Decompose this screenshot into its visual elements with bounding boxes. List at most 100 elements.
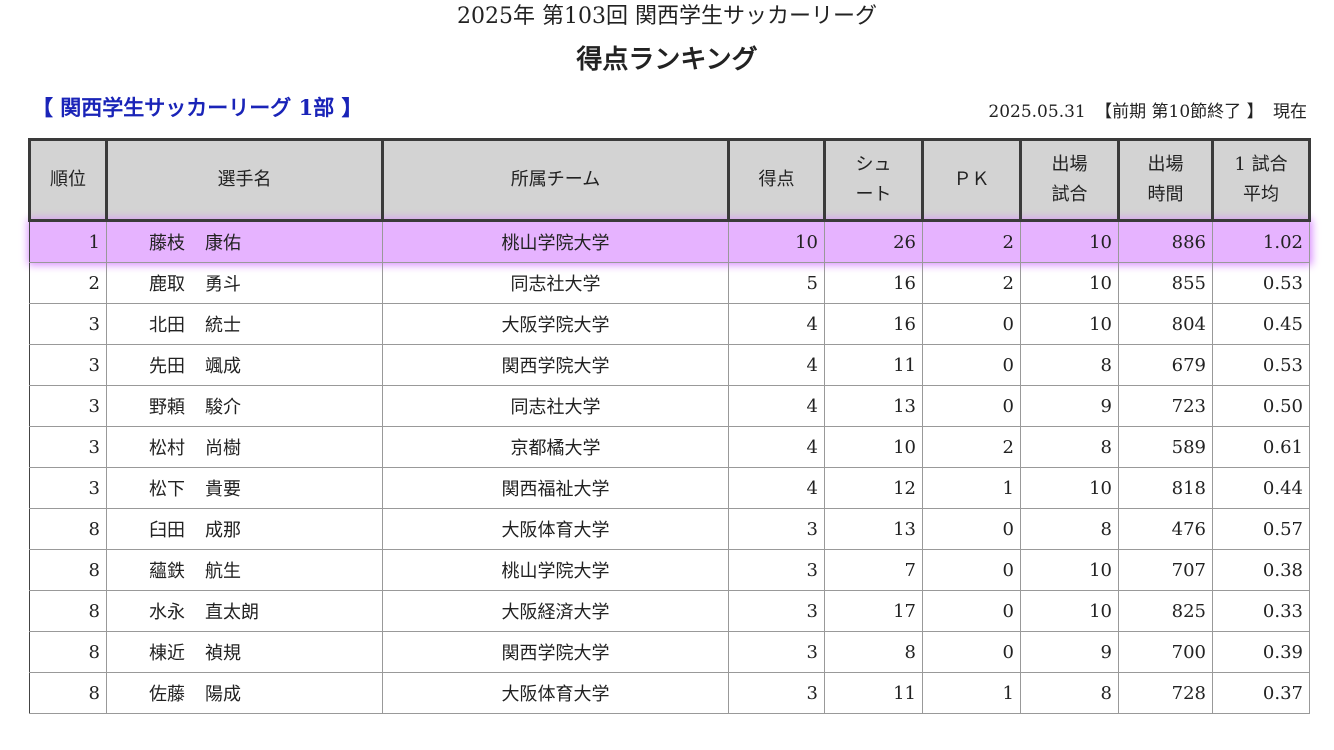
rank-cell: 8 <box>29 549 107 591</box>
minutes-cell: 679 <box>1118 344 1213 386</box>
minutes-cell: 804 <box>1118 303 1213 345</box>
shots-cell: 16 <box>824 262 923 304</box>
games-cell: 10 <box>1020 303 1119 345</box>
table-row: 8 臼田 成那 大阪体育大学 3 13 0 8 476 0.57 <box>29 508 1310 550</box>
player-family-name: 野頼 <box>149 397 185 418</box>
average-cell: 0.37 <box>1212 672 1310 714</box>
division-label: 【 関西学生サッカーリーグ 1部 】 <box>32 95 363 120</box>
goals-cell: 4 <box>728 303 825 345</box>
rank-cell: 8 <box>29 631 107 673</box>
minutes-cell: 825 <box>1118 590 1213 632</box>
minutes-cell: 855 <box>1118 262 1213 304</box>
goals-cell: 3 <box>728 590 825 632</box>
col-header-pk: ＰＫ <box>921 138 1022 222</box>
rank-cell: 3 <box>29 385 107 427</box>
goals-cell: 4 <box>728 385 825 427</box>
pk-cell: 0 <box>922 303 1021 345</box>
team-cell: 桃山学院大学 <box>382 220 729 263</box>
player-given-name: 成那 <box>205 520 241 541</box>
col-header-goals: 得点 <box>727 138 826 222</box>
minutes-cell: 818 <box>1118 467 1213 509</box>
games-cell: 8 <box>1020 672 1119 714</box>
goals-cell: 3 <box>728 508 825 550</box>
col-header-minutes-line1: 出場 <box>1147 154 1184 175</box>
average-cell: 0.50 <box>1212 385 1310 427</box>
pk-cell: 2 <box>922 220 1021 263</box>
player-name-cell: 蘊鉄 航生 <box>106 549 383 591</box>
minutes-cell: 476 <box>1118 508 1213 550</box>
average-cell: 0.38 <box>1212 549 1310 591</box>
average-cell: 0.44 <box>1212 467 1310 509</box>
games-cell: 10 <box>1020 262 1119 304</box>
player-family-name: 佐藤 <box>149 684 185 705</box>
player-given-name: 勇斗 <box>205 274 241 295</box>
table-header-row: 順位 選手名 所属チーム 得点 シュ ート ＰＫ 出場 試合 出場 時間 1 試合 平均 <box>28 138 1311 222</box>
player-given-name: 航生 <box>205 561 241 582</box>
table-row: 3 松下 貴要 関西福祉大学 4 12 1 10 818 0.44 <box>29 467 1310 509</box>
team-cell: 京都橘大学 <box>382 426 729 468</box>
status-round: 【前期 第10節終了 】 <box>1095 102 1264 122</box>
shots-cell: 10 <box>824 426 923 468</box>
average-cell: 1.02 <box>1212 220 1310 263</box>
player-name-cell: 北田 統士 <box>106 303 383 345</box>
rank-cell: 3 <box>29 303 107 345</box>
player-name-cell: 松下 貴要 <box>106 467 383 509</box>
player-given-name: 統士 <box>205 315 241 336</box>
rank-cell: 1 <box>29 220 107 263</box>
player-family-name: 藤枝 <box>149 233 185 254</box>
team-cell: 大阪学院大学 <box>382 303 729 345</box>
col-header-minutes-line2: 時間 <box>1147 184 1184 205</box>
shots-cell: 17 <box>824 590 923 632</box>
games-cell: 10 <box>1020 549 1119 591</box>
goals-cell: 4 <box>728 426 825 468</box>
goals-cell: 10 <box>728 220 825 263</box>
minutes-cell: 707 <box>1118 549 1213 591</box>
minutes-cell: 723 <box>1118 385 1213 427</box>
minutes-cell: 728 <box>1118 672 1213 714</box>
pk-cell: 1 <box>922 672 1021 714</box>
goals-cell: 3 <box>728 672 825 714</box>
col-header-team: 所属チーム <box>381 138 730 222</box>
minutes-cell: 886 <box>1118 220 1213 263</box>
pk-cell: 0 <box>922 631 1021 673</box>
pk-cell: 0 <box>922 590 1021 632</box>
rank-cell: 8 <box>29 590 107 632</box>
average-cell: 0.53 <box>1212 344 1310 386</box>
minutes-cell: 700 <box>1118 631 1213 673</box>
col-header-player: 選手名 <box>105 138 384 222</box>
player-given-name: 尚樹 <box>205 438 241 459</box>
table-row: 8 蘊鉄 航生 桃山学院大学 3 7 0 10 707 0.38 <box>29 549 1310 591</box>
average-cell: 0.53 <box>1212 262 1310 304</box>
player-family-name: 松村 <box>149 438 185 459</box>
team-cell: 大阪経済大学 <box>382 590 729 632</box>
team-cell: 同志社大学 <box>382 262 729 304</box>
player-family-name: 蘊鉄 <box>149 561 185 582</box>
rank-cell: 8 <box>29 508 107 550</box>
rank-cell: 3 <box>29 344 107 386</box>
rank-cell: 3 <box>29 426 107 468</box>
player-family-name: 水永 <box>149 602 185 623</box>
player-name-cell: 先田 颯成 <box>106 344 383 386</box>
status-suffix: 現在 <box>1273 102 1307 122</box>
rank-cell: 8 <box>29 672 107 714</box>
team-cell: 大阪体育大学 <box>382 672 729 714</box>
shots-cell: 12 <box>824 467 923 509</box>
goals-cell: 5 <box>728 262 825 304</box>
shots-cell: 16 <box>824 303 923 345</box>
pk-cell: 1 <box>922 467 1021 509</box>
table-row: 3 松村 尚樹 京都橘大学 4 10 2 8 589 0.61 <box>29 426 1310 468</box>
pk-cell: 0 <box>922 549 1021 591</box>
col-header-average-line2: 平均 <box>1243 184 1279 205</box>
player-name-cell: 藤枝 康佑 <box>106 220 383 263</box>
ranking-table: 順位 選手名 所属チーム 得点 シュ ート ＰＫ 出場 試合 出場 時間 1 試合 平均… <box>28 138 1311 714</box>
player-given-name: 駿介 <box>205 397 241 418</box>
page-title: 得点ランキング <box>576 45 758 75</box>
rank-cell: 2 <box>29 262 107 304</box>
table-row: 8 水永 直太朗 大阪経済大学 3 17 0 10 825 0.33 <box>29 590 1310 632</box>
average-cell: 0.45 <box>1212 303 1310 345</box>
pk-cell: 0 <box>922 344 1021 386</box>
table-row-highlighted: 1 藤枝 康佑 桃山学院大学 10 26 2 10 886 1.02 <box>29 220 1310 263</box>
team-cell: 関西学院大学 <box>382 631 729 673</box>
pk-cell: 0 <box>922 508 1021 550</box>
shots-cell: 26 <box>824 220 923 263</box>
